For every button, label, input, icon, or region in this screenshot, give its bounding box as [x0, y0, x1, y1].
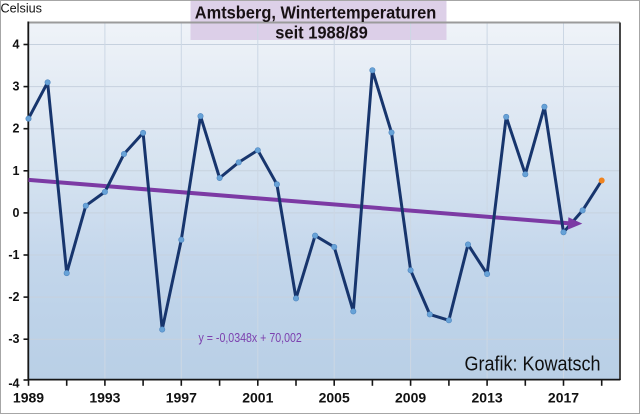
- svg-text:-2: -2: [8, 290, 19, 304]
- svg-text:Amtsberg, Wintertemperaturen: Amtsberg, Wintertemperaturen: [195, 3, 437, 23]
- svg-text:-1: -1: [8, 248, 19, 262]
- svg-text:4: 4: [13, 38, 20, 52]
- svg-text:-3: -3: [8, 332, 19, 346]
- svg-text:2005: 2005: [319, 390, 350, 406]
- svg-text:y = -0,0348x + 70,002: y = -0,0348x + 70,002: [199, 330, 302, 345]
- svg-text:1989: 1989: [13, 390, 44, 406]
- svg-text:2001: 2001: [242, 390, 273, 406]
- svg-text:-4: -4: [8, 377, 19, 391]
- svg-text:2013: 2013: [472, 390, 503, 406]
- svg-text:Celsius: Celsius: [1, 1, 43, 16]
- svg-text:1997: 1997: [166, 390, 197, 406]
- svg-text:Grafik: Kowatsch: Grafik: Kowatsch: [465, 354, 601, 376]
- svg-text:3: 3: [13, 80, 20, 94]
- svg-text:2017: 2017: [548, 390, 579, 406]
- svg-text:2009: 2009: [395, 390, 426, 406]
- svg-text:0: 0: [13, 206, 20, 220]
- svg-text:seit 1988/89: seit 1988/89: [275, 23, 368, 43]
- svg-text:1993: 1993: [89, 390, 120, 406]
- svg-text:1: 1: [13, 164, 20, 178]
- svg-text:2: 2: [13, 122, 20, 136]
